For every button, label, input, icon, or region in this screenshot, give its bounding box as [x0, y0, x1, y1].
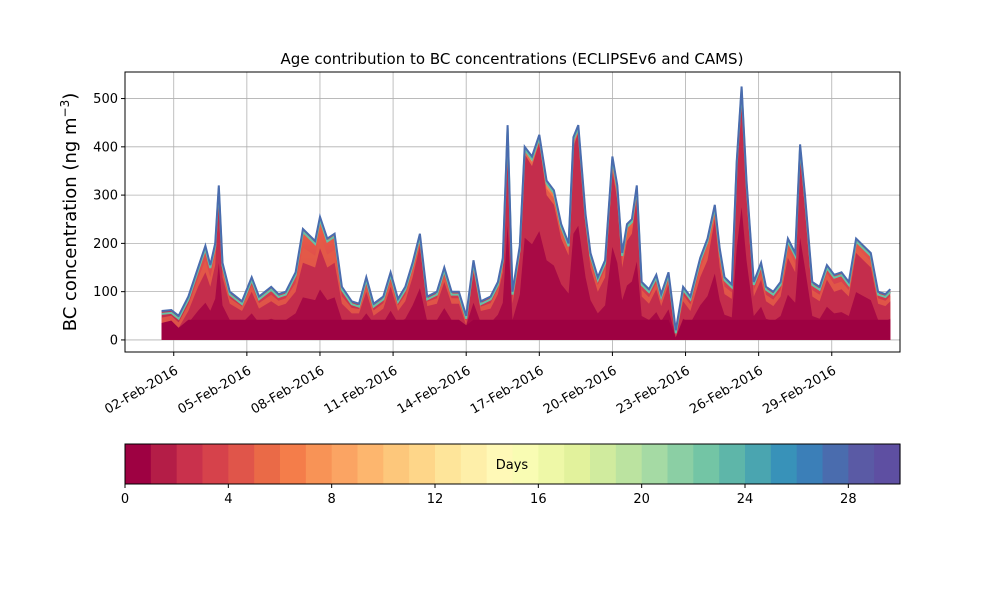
colorbar-segment — [822, 444, 849, 484]
x-tick-label: 08-Feb-2016 — [249, 363, 328, 417]
x-tick-label: 02-Feb-2016 — [102, 363, 181, 417]
colorbar-segment — [512, 444, 539, 484]
y-tick-label: 500 — [93, 92, 118, 107]
x-tick-label: 05-Feb-2016 — [176, 363, 255, 417]
colorbar-tick-label: 28 — [840, 492, 857, 507]
colorbar-segment — [254, 444, 281, 484]
colorbar-tick-label: 20 — [633, 492, 650, 507]
colorbar-segment — [874, 444, 901, 484]
colorbar-segment — [150, 444, 178, 484]
y-tick-label: 100 — [93, 285, 118, 300]
colorbar-tick-label: 0 — [121, 492, 129, 507]
colorbar: 0 4 8 12 16 20 24 28 — [121, 444, 901, 507]
colorbar-segment — [641, 444, 669, 484]
colorbar-frame — [124, 443, 901, 485]
x-tick-label: 26-Feb-2016 — [687, 363, 766, 417]
colorbar-tick-label: 12 — [427, 492, 444, 507]
colorbar-segment — [719, 444, 746, 484]
colorbar-segment — [745, 444, 772, 484]
colorbar-segment — [409, 444, 436, 484]
colorbar-tick-label: 4 — [224, 492, 232, 507]
area-young-age — [161, 98, 891, 340]
y-axis-label-text: BC concentration (ng m — [60, 117, 81, 331]
colorbar-tick-label: 16 — [530, 492, 547, 507]
colorbar-segment — [590, 444, 617, 484]
colorbar-segment — [848, 444, 875, 484]
x-tick-label: 17-Feb-2016 — [468, 363, 547, 417]
x-tick-label: 23-Feb-2016 — [614, 363, 693, 417]
y-tick-label: 0 — [110, 333, 118, 348]
colorbar-segment — [305, 444, 333, 484]
colorbar-segment — [667, 444, 694, 484]
x-tick-label: 20-Feb-2016 — [541, 363, 620, 417]
colorbar-tick-label: 8 — [328, 492, 336, 507]
x-axis: 02-Feb-201605-Feb-201608-Feb-201611-Feb-… — [102, 352, 839, 417]
colorbar-segment — [796, 444, 824, 484]
colorbar-tick-label: 24 — [737, 492, 754, 507]
colorbar-segment — [280, 444, 307, 484]
colorbar-segment — [435, 444, 462, 484]
area-freshest — [161, 207, 891, 340]
y-tick-label: 200 — [93, 237, 118, 252]
colorbar-label: Days — [496, 458, 529, 473]
y-tick-label: 400 — [93, 140, 118, 155]
chart-title: Age contribution to BC concentrations (E… — [281, 50, 744, 68]
colorbar-segment — [176, 444, 204, 484]
y-axis-label: BC concentration (ng m−3) — [58, 93, 81, 332]
y-axis-label-exponent: −3 — [58, 100, 72, 118]
colorbar-segment — [770, 444, 798, 484]
area-floor — [161, 319, 891, 340]
y-axis-label-close: ) — [60, 93, 81, 100]
colorbar-segment — [538, 444, 565, 484]
colorbar-segment — [357, 444, 384, 484]
x-tick-label: 11-Feb-2016 — [322, 363, 401, 417]
colorbar-segment — [125, 444, 152, 484]
colorbar-segment — [693, 444, 720, 484]
colorbar-segment — [460, 444, 488, 484]
x-tick-label: 14-Feb-2016 — [395, 363, 474, 417]
y-tick-label: 300 — [93, 189, 118, 204]
colorbar-segment — [331, 444, 359, 484]
colorbar-segment — [202, 444, 229, 484]
colorbar-segment — [615, 444, 643, 484]
plot-frame — [124, 71, 901, 353]
colorbar-segment — [486, 444, 514, 484]
area-total-outline — [161, 86, 892, 331]
colorbar-segment — [228, 444, 255, 484]
stacked-area-layer — [161, 86, 892, 340]
colorbar-segment — [564, 444, 591, 484]
colorbar-segment — [383, 444, 410, 484]
x-tick-label: 29-Feb-2016 — [760, 363, 839, 417]
y-axis: 0 100 200 300 400 500 — [93, 92, 125, 348]
